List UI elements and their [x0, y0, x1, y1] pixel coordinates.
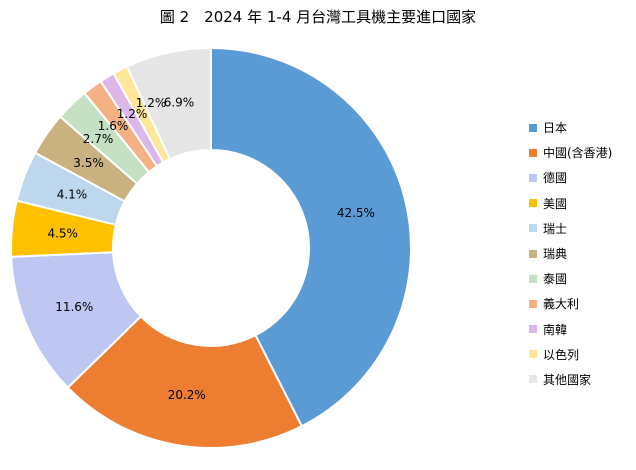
- legend-item-6: 瑞典: [529, 241, 612, 266]
- legend-item-1: 日本: [529, 115, 612, 140]
- chart-title: 圖 2 2024 年 1-4 月台灣工具機主要進口國家: [159, 8, 477, 26]
- legend-swatch: [529, 123, 537, 132]
- donut-slice-1: [210, 46, 412, 428]
- chart-legend: 日本中國(含香港) 德國美國瑞士瑞典泰國義大利南韓以色列其他國家: [529, 115, 612, 392]
- legend-item-4: 美國: [529, 191, 612, 216]
- legend-item-11: 其他國家: [529, 367, 612, 392]
- legend-swatch: [529, 299, 537, 308]
- data-label-5: 4.1%: [57, 187, 88, 201]
- data-label-3: 11.6%: [55, 300, 93, 314]
- data-label-6: 3.5%: [73, 156, 104, 170]
- data-label-11: 6.9%: [164, 95, 195, 109]
- legend-label: 瑞典: [543, 247, 568, 262]
- data-label-4: 4.5%: [47, 227, 78, 241]
- legend-label: 瑞士: [543, 221, 568, 236]
- legend-swatch: [529, 148, 537, 157]
- legend-label: 中國(含香港): [543, 146, 613, 161]
- legend-swatch: [529, 375, 537, 384]
- legend-swatch: [529, 350, 537, 359]
- legend-label: 其他國家: [543, 372, 592, 387]
- data-label-9: 1.2%: [117, 107, 148, 121]
- donut-slice-2: [66, 315, 304, 449]
- donut-slice-11: [125, 46, 212, 161]
- legend-item-5: 瑞士: [529, 216, 612, 241]
- legend-item-2: 中國(含香港): [529, 140, 612, 165]
- legend-swatch: [529, 199, 537, 208]
- data-label-7: 2.7%: [83, 132, 114, 146]
- legend-item-3: 德國: [529, 165, 612, 190]
- data-label-8: 1.6%: [98, 119, 129, 133]
- legend-item-8: 義大利: [529, 291, 612, 316]
- legend-label: 以色列: [543, 347, 580, 362]
- legend-label: 南韓: [543, 322, 568, 337]
- legend-label: 義大利: [543, 297, 580, 312]
- legend-item-9: 南韓: [529, 317, 612, 342]
- legend-swatch: [529, 274, 537, 283]
- legend-label: 美國: [543, 196, 568, 211]
- legend-label: 泰國: [543, 272, 568, 287]
- legend-swatch: [529, 224, 537, 233]
- data-label-2: 20.2%: [168, 388, 206, 402]
- legend-item-7: 泰國: [529, 266, 612, 291]
- legend-swatch: [529, 249, 537, 258]
- legend-swatch: [529, 173, 537, 182]
- legend-swatch: [529, 325, 537, 334]
- data-label-1: 42.5%: [337, 206, 375, 220]
- legend-label: 日本: [543, 121, 568, 136]
- legend-label: 德國: [543, 171, 568, 186]
- data-label-10: 1.2%: [136, 96, 167, 110]
- legend-item-10: 以色列: [529, 342, 612, 367]
